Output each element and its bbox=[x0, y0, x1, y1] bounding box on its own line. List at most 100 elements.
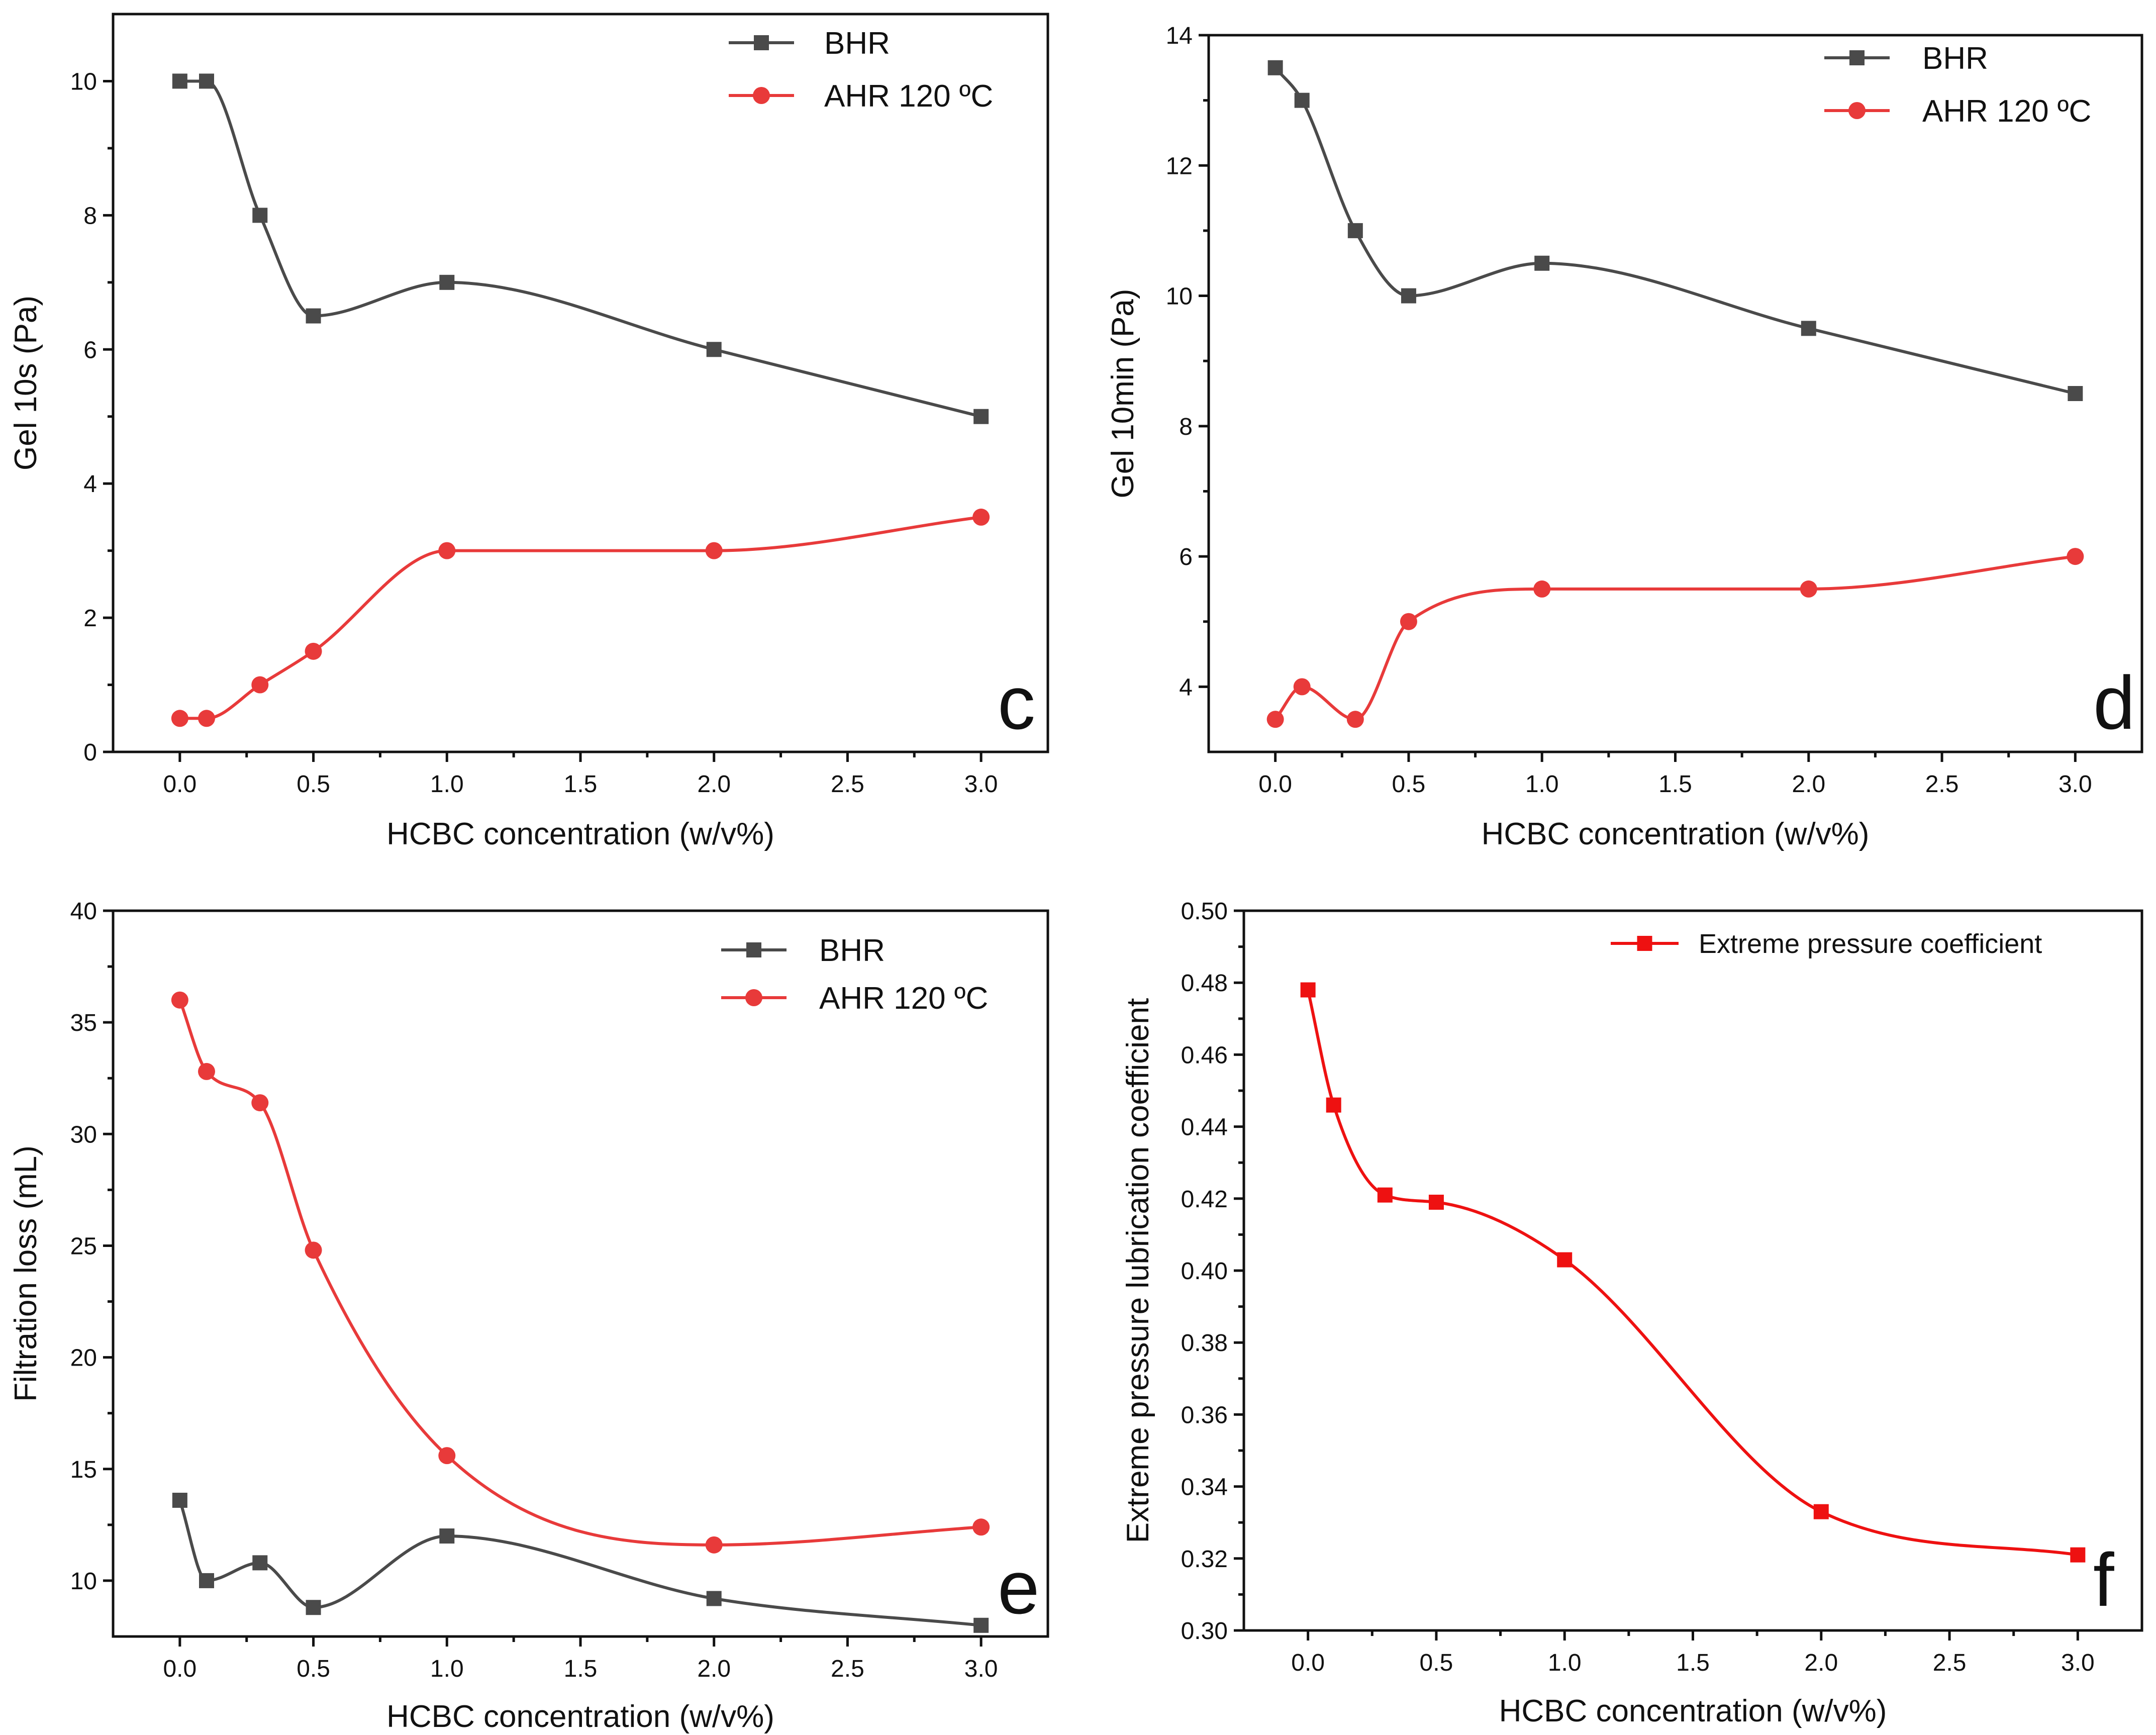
data-point-ahr bbox=[1266, 711, 1284, 728]
y-tick-label: 25 bbox=[70, 1233, 97, 1260]
x-tick-label: 0.5 bbox=[297, 1656, 330, 1682]
data-point-ep bbox=[1428, 1194, 1444, 1210]
legend-label: AHR 120 ºC bbox=[824, 79, 993, 114]
data-point-ahr bbox=[198, 1063, 215, 1080]
y-tick-label: 0.38 bbox=[1181, 1330, 1228, 1357]
data-point-ahr bbox=[171, 710, 188, 727]
data-point-bhr bbox=[973, 409, 989, 424]
x-tick-label: 1.0 bbox=[430, 771, 464, 798]
data-point-ahr bbox=[438, 1447, 456, 1465]
y-tick-label: 0.32 bbox=[1181, 1546, 1228, 1573]
panel-letter: c bbox=[998, 660, 1035, 745]
plot-frame bbox=[1207, 34, 2143, 753]
chart-panel-e: 0.0 0.5 1.0 1.5 2.0 2.5 3.0 10 15 20 25 30 35 40 HCBC … bbox=[9, 898, 1049, 1734]
data-point-bhr bbox=[1294, 92, 1310, 108]
panel-letter: e bbox=[998, 1545, 1039, 1629]
data-point-ahr bbox=[198, 710, 215, 727]
y-tick-label: 10 bbox=[70, 1568, 97, 1595]
y-tick-label: 0.34 bbox=[1181, 1474, 1228, 1501]
x-tick-label: 1.5 bbox=[564, 1656, 598, 1682]
data-point-ahr bbox=[438, 542, 456, 559]
data-point-ahr bbox=[305, 642, 322, 660]
x-tick-label: 1.5 bbox=[1676, 1650, 1710, 1676]
data-point-bhr bbox=[1267, 60, 1283, 75]
data-point-ahr bbox=[2067, 548, 2084, 565]
data-point-bhr bbox=[252, 208, 268, 223]
y-tick-label: 0.44 bbox=[1181, 1114, 1228, 1141]
data-point-bhr bbox=[199, 73, 214, 89]
data-point-ahr bbox=[705, 1536, 723, 1554]
y-tick-label: 4 bbox=[1179, 674, 1193, 701]
data-point-ahr bbox=[251, 1094, 269, 1112]
x-tick-label: 0.5 bbox=[297, 771, 330, 798]
data-point-bhr bbox=[1801, 321, 1816, 336]
legend-label: BHR bbox=[1922, 41, 1988, 76]
chart-panel-c: 0.0 0.5 1.0 1.5 2.0 2.5 3.0 0 2 4 6 8 10 HCBC concent… bbox=[9, 13, 1049, 851]
x-tick-label: 2.5 bbox=[831, 771, 864, 798]
data-point-ahr bbox=[251, 676, 269, 694]
series-line-bhr bbox=[178, 1500, 982, 1627]
series-line-ahr bbox=[178, 999, 982, 1547]
legend-marker bbox=[745, 989, 762, 1006]
y-axis-label: Gel 10s (Pa) bbox=[9, 296, 43, 470]
x-tick-label: 2.0 bbox=[697, 1656, 731, 1682]
y-tick-label: 10 bbox=[1166, 283, 1193, 310]
data-point-ahr bbox=[705, 542, 723, 559]
legend-marker bbox=[753, 87, 770, 104]
x-axis-label: HCBC concentration (w/v%) bbox=[1482, 817, 1870, 851]
data-point-bhr bbox=[172, 73, 187, 89]
x-tick-label: 2.5 bbox=[831, 1656, 864, 1682]
y-tick-label: 12 bbox=[1166, 153, 1193, 179]
y-tick-label: 2 bbox=[83, 605, 97, 632]
y-tick-label: 8 bbox=[1179, 414, 1193, 440]
plot-frame bbox=[112, 13, 1049, 753]
x-axis-label: HCBC concentration (w/v%) bbox=[386, 1699, 774, 1734]
y-tick-label: 14 bbox=[1166, 23, 1193, 49]
data-point-bhr bbox=[199, 1573, 214, 1588]
data-point-ahr bbox=[1346, 711, 1364, 728]
y-tick-label: 0.48 bbox=[1181, 970, 1228, 997]
y-tick-label: 35 bbox=[70, 1010, 97, 1036]
data-point-bhr bbox=[2068, 386, 2083, 401]
x-tick-label: 2.0 bbox=[1804, 1650, 1838, 1676]
data-point-bhr bbox=[306, 1600, 321, 1615]
legend-marker bbox=[754, 35, 769, 50]
data-point-bhr bbox=[439, 274, 455, 290]
legend-marker bbox=[1848, 102, 1866, 119]
x-tick-label: 0.0 bbox=[163, 1656, 197, 1682]
data-point-ep bbox=[1377, 1187, 1393, 1203]
x-tick-label: 2.5 bbox=[1933, 1650, 1967, 1676]
data-point-ep bbox=[1557, 1252, 1573, 1268]
data-point-ahr bbox=[1800, 580, 1817, 598]
x-tick-label: 2.5 bbox=[1925, 771, 1959, 798]
data-point-bhr bbox=[306, 308, 321, 324]
data-point-bhr bbox=[1534, 255, 1550, 271]
data-point-ahr bbox=[1400, 613, 1417, 630]
x-tick-label: 3.0 bbox=[2059, 771, 2092, 798]
y-tick-label: 0.42 bbox=[1181, 1186, 1228, 1213]
data-point-ahr bbox=[1293, 678, 1311, 696]
x-axis-label: HCBC concentration (w/v%) bbox=[1499, 1694, 1887, 1728]
y-tick-label: 0.40 bbox=[1181, 1258, 1228, 1285]
y-axis-label: Filtration loss (mL) bbox=[9, 1145, 43, 1402]
y-tick-label: 20 bbox=[70, 1345, 97, 1372]
series-line-ep bbox=[1306, 989, 2078, 1557]
y-tick-label: 0.36 bbox=[1181, 1402, 1228, 1428]
data-point-bhr bbox=[172, 1492, 187, 1508]
data-point-ahr bbox=[972, 1518, 990, 1536]
data-point-bhr bbox=[1347, 223, 1363, 238]
data-point-bhr bbox=[439, 1528, 455, 1544]
plot-frame bbox=[1242, 909, 2143, 1632]
chart-panel-d: 0.0 0.5 1.0 1.5 2.0 2.5 3.0 4 6 8 10 12 14 HCBC conce… bbox=[1106, 23, 2143, 851]
panel-letter: f bbox=[2093, 1537, 2114, 1622]
x-tick-label: 2.0 bbox=[1792, 771, 1825, 798]
data-point-bhr bbox=[706, 342, 722, 357]
y-tick-label: 0.50 bbox=[1181, 898, 1228, 925]
legend-label: AHR 120 ºC bbox=[819, 981, 988, 1016]
data-point-ep bbox=[1326, 1097, 1341, 1113]
plot-frame bbox=[112, 909, 1049, 1638]
x-tick-label: 0.0 bbox=[163, 771, 197, 798]
legend-label: AHR 120 ºC bbox=[1922, 94, 2091, 129]
legend-label: Extreme pressure coefficient bbox=[1699, 929, 2042, 959]
